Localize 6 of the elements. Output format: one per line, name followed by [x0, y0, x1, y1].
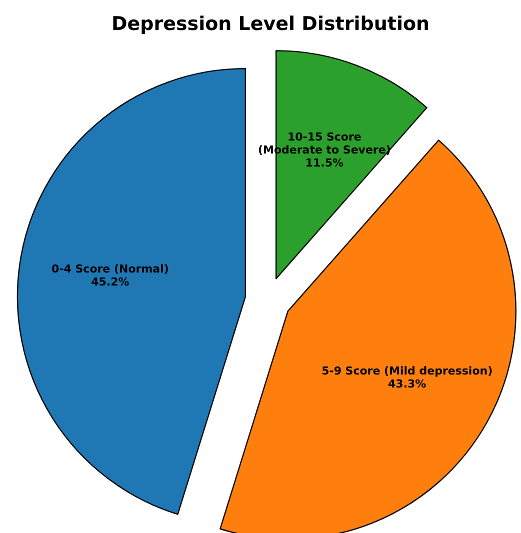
slice-label: 5-9 Score (Mild depression): [322, 364, 493, 378]
data-label: 45.2%: [91, 276, 130, 289]
chart-title: Depression Level Distribution: [111, 13, 430, 35]
data-label: 11.5%: [305, 156, 344, 170]
slice-label: 0-4 Score (Normal): [52, 262, 169, 276]
data-label: 43.3%: [388, 378, 426, 391]
